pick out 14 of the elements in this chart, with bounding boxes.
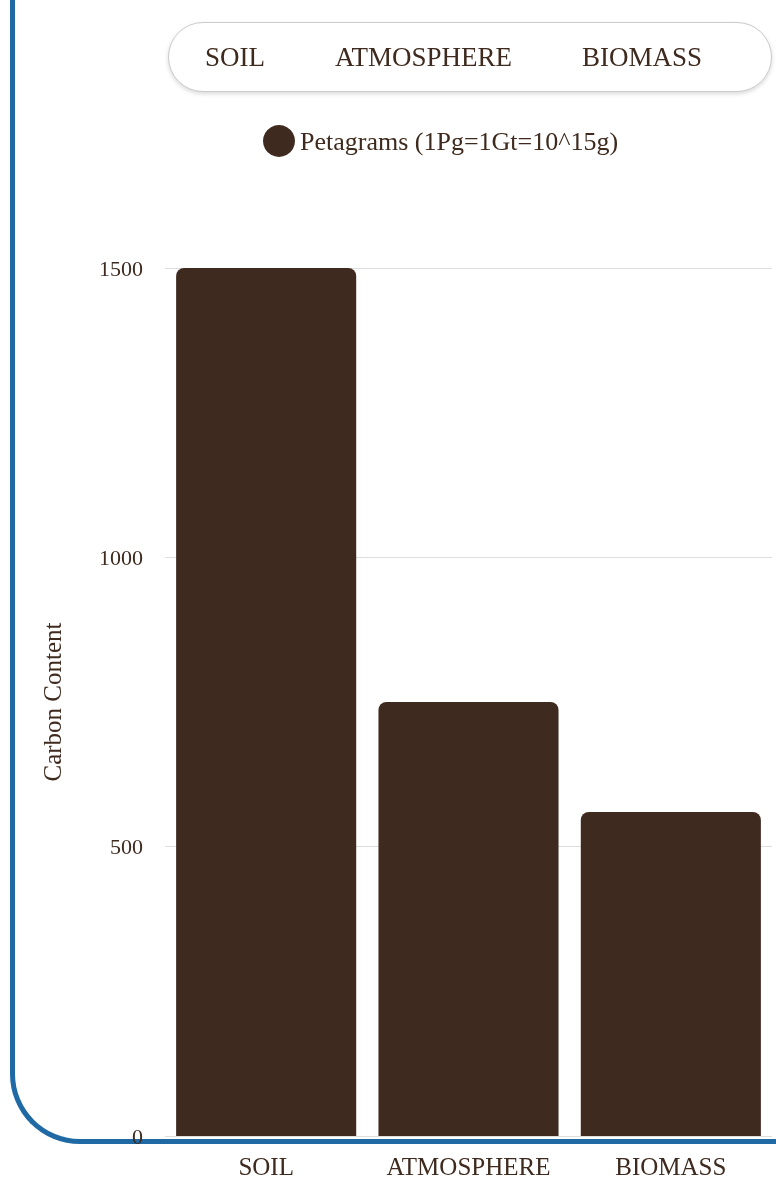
y-tick-label: 500 bbox=[110, 834, 143, 860]
category-label: SOIL bbox=[205, 41, 265, 72]
bar bbox=[580, 811, 761, 1136]
y-tick-label: 1500 bbox=[99, 255, 143, 281]
bar bbox=[378, 702, 559, 1136]
y-axis-title: Carbon Content bbox=[39, 622, 66, 782]
category-label: BIOMASS bbox=[582, 41, 703, 72]
category-label: ATMOSPHERE bbox=[335, 41, 513, 72]
x-tick-label: SOIL bbox=[238, 1153, 294, 1179]
x-tick-label: BIOMASS bbox=[615, 1153, 727, 1179]
legend-label: Petagrams (1Pg=1Gt=10^15g) bbox=[300, 126, 619, 156]
bar bbox=[176, 268, 357, 1136]
x-tick-label: ATMOSPHERE bbox=[386, 1153, 551, 1179]
y-tick-label: 1000 bbox=[99, 544, 143, 570]
